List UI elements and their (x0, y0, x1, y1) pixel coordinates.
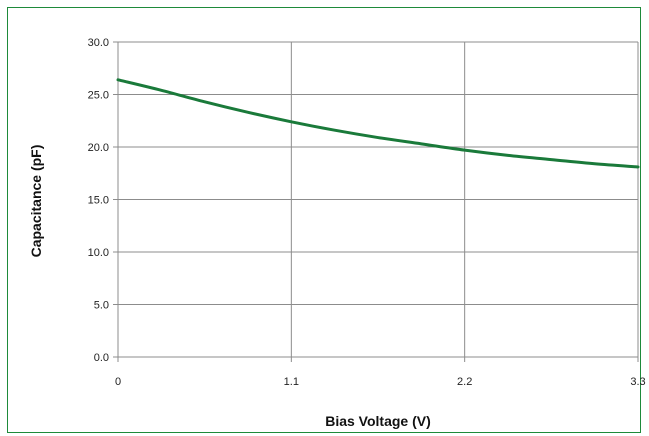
x-axis-title: Bias Voltage (V) (325, 413, 431, 429)
y-tick-label: 25.0 (88, 90, 109, 102)
y-tick-label: 30.0 (88, 37, 109, 49)
y-axis-ticks: 0.0 5.0 10.0 15.0 20.0 25.0 30.0 (88, 37, 118, 364)
y-tick-label: 15.0 (88, 195, 109, 207)
x-tick-label: 0 (115, 376, 121, 388)
grid-lines (117, 41, 639, 358)
x-axis-ticks: 0 1.1 2.2 3.3 (115, 357, 646, 388)
x-tick-label: 2.2 (457, 376, 472, 388)
series-line-0 (116, 78, 640, 169)
y-tick-label: 0.0 (94, 352, 109, 364)
x-tick-label: 3.3 (630, 376, 645, 388)
y-axis-title: Capacitance (pF) (28, 145, 44, 258)
y-tick-label: 5.0 (94, 300, 109, 312)
y-tick-label: 20.0 (88, 142, 109, 154)
y-tick-label: 10.0 (88, 247, 109, 259)
chart-frame (7, 7, 641, 433)
x-tick-label: 1.1 (284, 376, 299, 388)
series-group (116, 78, 640, 169)
